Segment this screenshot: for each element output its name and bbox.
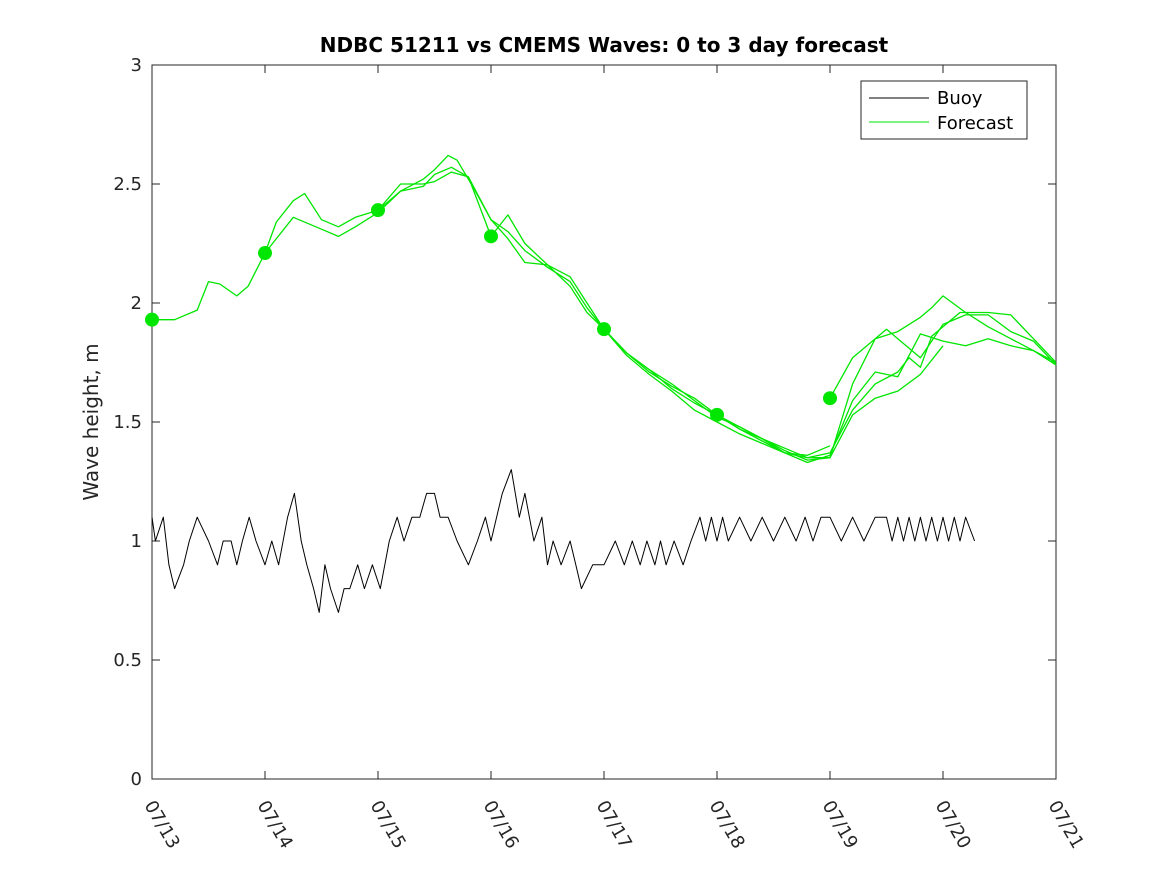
legend-box [860, 80, 1028, 140]
forecast-line [152, 171, 492, 321]
y-axis-label: Wave height, m [79, 343, 103, 500]
y-tick-label: 0.5 [113, 650, 142, 671]
y-tick-label: 1.5 [113, 412, 142, 433]
forecast-line [603, 314, 1057, 459]
forecast-start-marker [823, 391, 837, 406]
forecast-line [490, 214, 1057, 464]
forecast-line [829, 295, 1057, 399]
legend-forecast-label: Forecast [937, 113, 1013, 134]
forecast-start-marker [710, 407, 724, 422]
buoy-line [151, 469, 976, 613]
forecast-start-marker [258, 246, 272, 261]
y-axis: 0 0.5 1 1.5 2 2.5 3 [113, 55, 1056, 790]
legend-buoy-label: Buoy [937, 88, 983, 109]
plot-area [151, 64, 1057, 780]
forecast-start-marker [484, 229, 498, 244]
y-tick-label: 1 [131, 531, 142, 552]
chart-title: NDBC 51211 vs CMEMS Waves: 0 to 3 day fo… [320, 33, 889, 57]
forecast-line [716, 311, 1057, 459]
forecast-start-marker [371, 203, 385, 218]
y-tick-label: 0 [131, 769, 142, 790]
y-tick-label: 3 [131, 55, 142, 76]
series-layer [145, 154, 1057, 613]
y-tick-label: 2.5 [113, 174, 142, 195]
y-tick-label: 2 [131, 293, 142, 314]
legend: Buoy Forecast [860, 80, 1028, 140]
forecast-line [264, 166, 831, 456]
forecast-start-marker [597, 322, 611, 337]
forecast-start-marker [145, 312, 159, 327]
